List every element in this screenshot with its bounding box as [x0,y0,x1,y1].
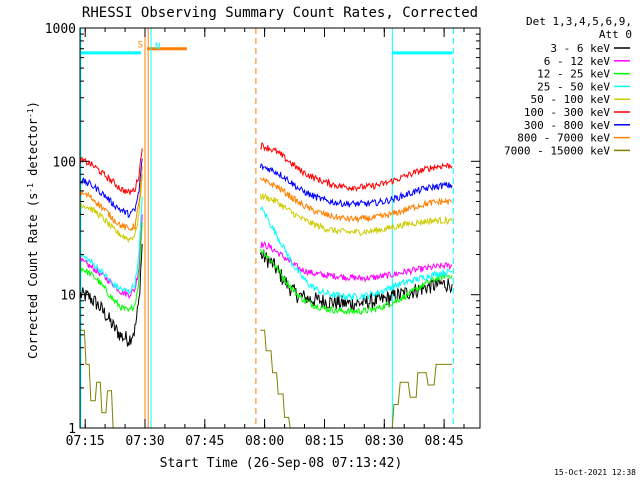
series-line [259,177,453,224]
series-line [259,163,453,208]
y-tick-label: 1000 [45,22,76,37]
series-6 [79,142,453,195]
legend-label: 3 - 6 keV [550,42,610,55]
x-tick-label: 08:45 [425,434,464,449]
legend-header: Det 1,3,4,5,6,9, [526,15,632,28]
x-tick-label: 07:15 [66,434,105,449]
legend-label: 12 - 25 keV [537,68,610,81]
series-line [259,142,453,192]
series-line [259,193,453,236]
series-line [79,195,143,295]
series-9 [80,329,453,429]
x-tick-label: 07:45 [185,434,224,449]
series-line [79,222,143,313]
series-line [80,329,143,429]
series-line [260,329,453,429]
x-axis: 07:15 07:30 07:45 08:00 08:15 08:30 08:45 [66,28,465,449]
series-7 [79,158,453,219]
chart-title: RHESSI Observing Summary Count Rates, Co… [82,5,478,21]
series-5 [80,174,453,244]
legend-header: Att 0 [599,28,632,41]
series-line [79,166,143,232]
series-3 [79,222,453,316]
x-axis-label: Start Time (26-Sep-08 07:13:42) [160,456,403,471]
series-8 [79,166,453,232]
x-tick-label: 08:30 [365,434,404,449]
x-tick-label: 08:00 [245,434,284,449]
marker-label: N [155,42,160,52]
y-tick-label: 100 [53,155,76,170]
legend-label: 25 - 50 keV [537,80,610,93]
legend-label: 300 - 800 keV [524,119,610,132]
legend-label: 50 - 100 keV [531,93,611,106]
y-tick-label: 10 [60,289,76,304]
timestamp: 15-Oct-2021 12:38 [554,468,636,477]
legend-label: 7000 - 15000 keV [504,144,610,157]
series-layer [79,142,453,429]
x-tick-label: 07:30 [125,434,164,449]
series-line [259,205,453,302]
y-axis: 1 10 100 1000 [45,22,480,437]
series-line [259,249,453,313]
y-tick-label: 1 [68,422,76,437]
series-line [79,158,143,219]
legend-label: 800 - 7000 keV [517,132,610,145]
series-line [79,243,143,347]
legend-label: 6 - 12 keV [544,55,611,68]
series-1 [79,243,453,347]
plot-frame [79,27,481,429]
series-line [80,174,143,244]
y-axis-label: Corrected Count Rate (s-1 detector-1) [26,101,41,359]
x-tick-label: 08:15 [305,434,344,449]
legend-label: 100 - 300 keV [524,106,610,119]
marker-label: S [138,41,143,51]
series-line [259,248,453,316]
series-4 [79,195,453,302]
series-line [79,148,143,195]
